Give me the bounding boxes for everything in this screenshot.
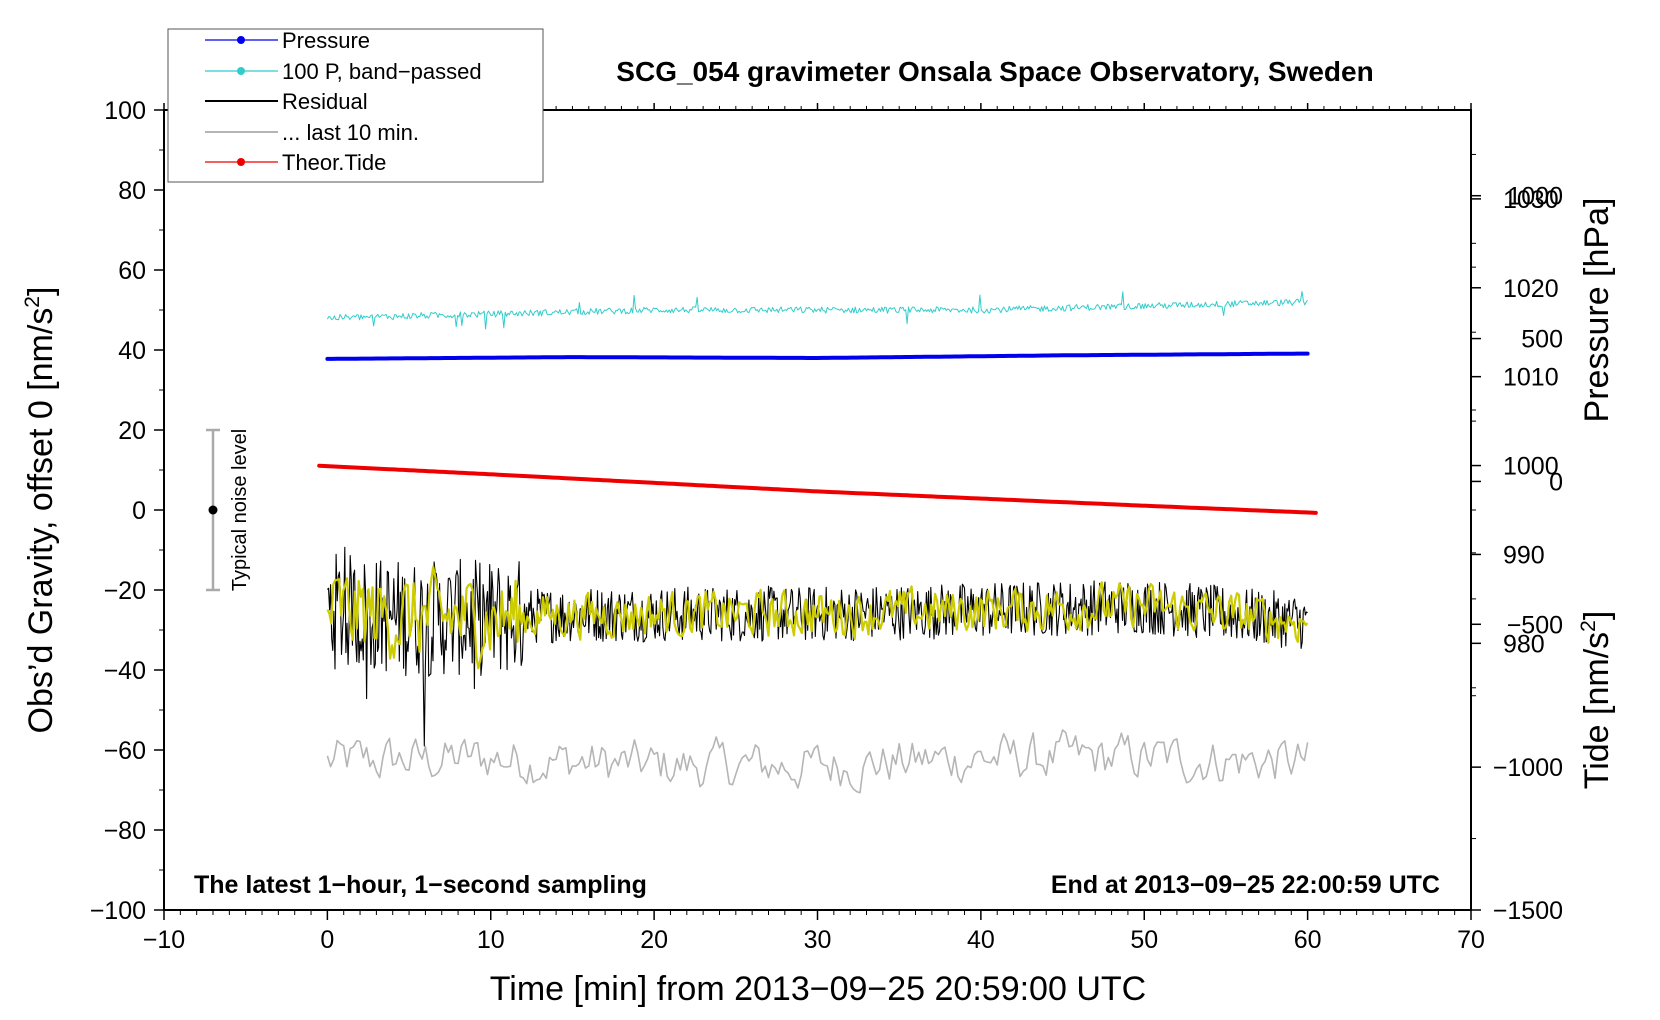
y-axis-ticks: 100 80 60 40 20 0 −20 −40 −60 −80 −100 xyxy=(90,97,164,925)
pressure-tick-label: 1010 xyxy=(1503,364,1559,392)
x-tick-label: 10 xyxy=(477,926,505,954)
noise-bar-center-dot xyxy=(208,505,218,515)
series-line-theor-tide xyxy=(317,463,1318,515)
tide-tick-label: −500 xyxy=(1507,611,1563,639)
y-axis-title: Obs’d Gravity, offset 0 [nm/s2] xyxy=(21,287,60,734)
tide-axis-title-sup: 2 xyxy=(1577,620,1600,632)
x-tick-label: 60 xyxy=(1294,926,1322,954)
chart-title: SCG_054 gravimeter Onsala Space Observat… xyxy=(616,56,1373,87)
tide-tick-label: 500 xyxy=(1521,326,1563,354)
noise-level-indicator: Typical noise level xyxy=(206,428,251,592)
noise-label: Typical noise level xyxy=(229,429,251,591)
x-tick-label: 30 xyxy=(804,926,832,954)
series-line-last-10-min xyxy=(326,729,1309,794)
legend-box xyxy=(167,28,544,183)
x-axis-title: Time [min] from 2013−09−25 20:59:00 UTC xyxy=(490,970,1146,1008)
series-line-100-p-band-passed xyxy=(326,291,1308,330)
legend-entry-last-10-min: ... last 10 min. xyxy=(205,120,419,145)
pressure-tick-label: 1020 xyxy=(1503,275,1559,303)
legend-entry-residual: Residual xyxy=(205,89,368,114)
tide-axis-title: Tide [nm/s2] xyxy=(1577,611,1616,790)
legend-label-band-passed: 100 P, band−passed xyxy=(282,59,482,84)
legend: Pressure 100 P, band−passed Residual ...… xyxy=(167,28,544,183)
series-line-pressure xyxy=(325,351,1310,361)
note-right: End at 2013−09−25 22:00:59 UTC xyxy=(1051,871,1440,899)
legend-label-residual: Residual xyxy=(282,89,368,114)
tide-tick-label: 0 xyxy=(1549,468,1563,496)
series-line-residual xyxy=(326,546,1308,747)
legend-entry-theor-tide: Theor.Tide xyxy=(205,150,386,175)
tide-tick-label: 1000 xyxy=(1507,183,1563,211)
y-tick-label: −40 xyxy=(104,657,146,685)
legend-marker-band-passed xyxy=(237,67,245,75)
legend-label-pressure: Pressure xyxy=(282,28,370,53)
x-tick-label: 40 xyxy=(967,926,995,954)
pressure-tick-label: 1000 xyxy=(1503,453,1559,481)
tide-axis-title-main: Tide [nm/s xyxy=(1578,632,1616,789)
series-layer xyxy=(317,291,1318,794)
y-tick-label: 20 xyxy=(118,417,146,445)
pressure-axis-title: Pressure [hPa] xyxy=(1578,198,1616,423)
y-tick-label: 60 xyxy=(118,257,146,285)
y-tick-label: −60 xyxy=(104,737,146,765)
legend-marker-pressure xyxy=(237,36,245,44)
legend-label-last-10-min: ... last 10 min. xyxy=(282,120,419,145)
series-line-residual-smoothed xyxy=(326,565,1309,670)
pressure-axis-ticks: 1030 1020 1010 1000 990 980 xyxy=(1471,153,1559,689)
tide-tick-label: −1000 xyxy=(1493,754,1563,782)
tide-tick-label: −1500 xyxy=(1493,897,1563,925)
legend-marker-theor-tide xyxy=(237,158,245,166)
y-axis-title-sup: 2 xyxy=(21,296,44,308)
y-tick-label: 100 xyxy=(104,97,146,125)
x-tick-label: 50 xyxy=(1130,926,1158,954)
y-axis-title-main: Obs’d Gravity, offset 0 [nm/s xyxy=(22,308,60,734)
x-tick-label: 70 xyxy=(1457,926,1485,954)
legend-entry-pressure: Pressure xyxy=(205,28,370,53)
note-left: The latest 1−hour, 1−second sampling xyxy=(194,871,647,899)
x-tick-label: 0 xyxy=(320,926,334,954)
y-tick-label: 80 xyxy=(118,177,146,205)
pressure-tick-label: 1030 xyxy=(1503,186,1559,214)
y-tick-label: −100 xyxy=(90,897,146,925)
tide-axis-title-tail: ] xyxy=(1578,611,1616,620)
tide-axis-ticks: 1000 500 0 −500 −1000 −1500 xyxy=(1471,183,1563,925)
x-axis-ticks: −10 0 10 20 30 40 50 60 70 xyxy=(143,103,1485,954)
y-tick-label: 40 xyxy=(118,337,146,365)
pressure-tick-label: 980 xyxy=(1503,630,1545,658)
y-tick-label: −20 xyxy=(104,577,146,605)
y-axis-title-tail: ] xyxy=(22,287,60,296)
legend-label-theor-tide: Theor.Tide xyxy=(282,150,386,175)
y-tick-label: 0 xyxy=(132,497,146,525)
x-tick-label: −10 xyxy=(143,926,185,954)
legend-entry-band-passed: 100 P, band−passed xyxy=(205,59,482,84)
y-tick-label: −80 xyxy=(104,817,146,845)
x-tick-label: 20 xyxy=(640,926,668,954)
pressure-tick-label: 990 xyxy=(1503,541,1545,569)
